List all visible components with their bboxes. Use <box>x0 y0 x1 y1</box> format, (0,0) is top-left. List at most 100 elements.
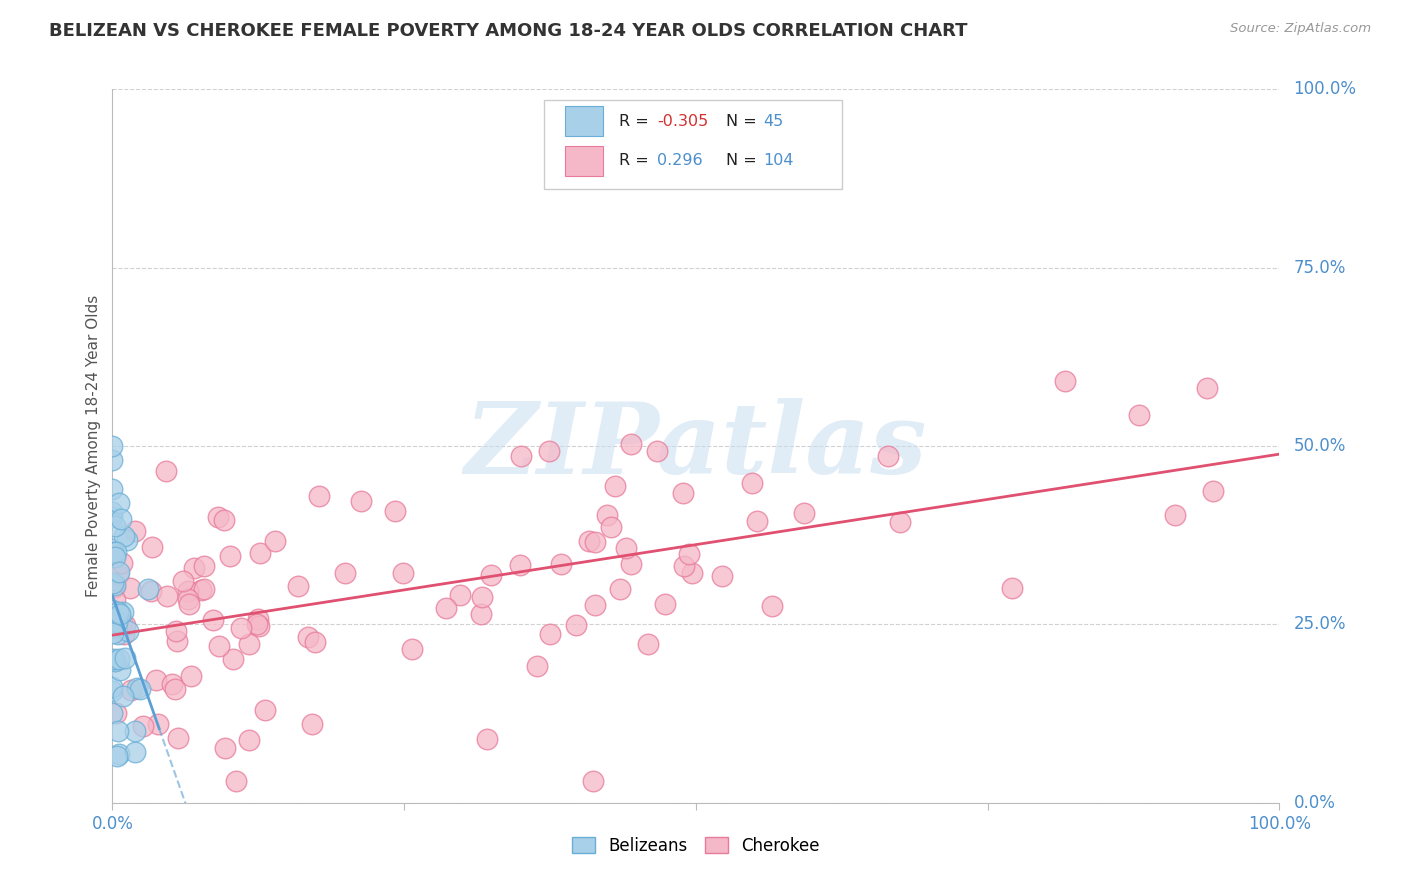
Point <box>297 630 319 644</box>
Point <box>111 556 134 570</box>
Point <box>101 626 124 640</box>
Point <box>101 541 124 556</box>
Point <box>114 529 136 543</box>
Text: 50.0%: 50.0% <box>1294 437 1346 455</box>
Point <box>246 616 269 631</box>
Point <box>156 589 179 603</box>
Point <box>177 583 200 598</box>
Point <box>333 566 356 581</box>
Point <box>101 439 124 453</box>
Point <box>254 703 277 717</box>
Text: Source: ZipAtlas.com: Source: ZipAtlas.com <box>1230 22 1371 36</box>
Point <box>249 546 271 560</box>
Point <box>620 557 643 571</box>
Point <box>509 558 531 572</box>
Point <box>103 652 125 666</box>
Point <box>449 588 471 602</box>
Point <box>877 449 900 463</box>
Point <box>637 638 659 652</box>
Point <box>238 637 260 651</box>
Point <box>470 607 492 621</box>
Point <box>222 651 245 665</box>
Point <box>120 582 142 596</box>
Point <box>509 449 531 463</box>
Text: 104: 104 <box>763 153 794 169</box>
Point <box>681 566 703 580</box>
Point <box>136 582 159 596</box>
Point <box>647 443 669 458</box>
Point <box>141 540 163 554</box>
Point <box>247 619 270 633</box>
Point <box>761 599 783 614</box>
Point <box>287 580 309 594</box>
Point <box>263 534 285 549</box>
Point <box>747 514 769 528</box>
Point <box>101 482 124 496</box>
Point <box>172 574 194 588</box>
Point <box>207 510 229 524</box>
Point <box>208 639 231 653</box>
Point <box>177 591 200 606</box>
Point <box>301 716 323 731</box>
Point <box>101 683 124 698</box>
Legend: Belizeans, Cherokee: Belizeans, Cherokee <box>572 837 820 855</box>
Point <box>146 717 169 731</box>
Point <box>214 741 236 756</box>
Text: 75.0%: 75.0% <box>1294 259 1346 277</box>
Point <box>117 624 139 639</box>
Point <box>108 652 131 666</box>
Point <box>218 549 240 564</box>
Point <box>672 486 695 500</box>
Point <box>583 598 606 612</box>
Point <box>391 566 413 581</box>
Point <box>673 559 696 574</box>
Point <box>193 582 215 597</box>
Point <box>104 545 127 559</box>
Text: 45: 45 <box>763 114 785 128</box>
Point <box>225 774 247 789</box>
Point <box>115 533 138 547</box>
Point <box>101 621 124 635</box>
Point <box>401 642 423 657</box>
Point <box>162 677 184 691</box>
Point <box>190 582 212 597</box>
Point <box>384 504 406 518</box>
Text: -0.305: -0.305 <box>658 114 709 128</box>
Point <box>603 479 626 493</box>
Point <box>583 534 606 549</box>
Text: R =: R = <box>619 114 654 128</box>
Point <box>434 600 457 615</box>
Point <box>114 618 136 632</box>
Point <box>101 575 124 590</box>
Text: 25.0%: 25.0% <box>1294 615 1346 633</box>
Point <box>104 592 127 607</box>
Point <box>101 545 124 559</box>
Text: 0.0%: 0.0% <box>1294 794 1336 812</box>
Text: 100.0%: 100.0% <box>1294 80 1357 98</box>
Point <box>231 621 253 635</box>
Point <box>108 496 131 510</box>
Point <box>183 560 205 574</box>
Point <box>537 444 560 458</box>
Text: N =: N = <box>727 114 762 128</box>
Point <box>193 559 215 574</box>
Point <box>1164 508 1187 522</box>
Point <box>101 510 124 524</box>
Point <box>582 774 605 789</box>
Point <box>112 627 135 641</box>
Point <box>741 475 763 490</box>
Point <box>101 505 124 519</box>
Point <box>614 541 637 555</box>
Point <box>103 620 125 634</box>
Point <box>107 627 129 641</box>
Point <box>101 653 124 667</box>
Point <box>165 682 187 697</box>
Point <box>1053 374 1076 388</box>
Point <box>124 745 146 759</box>
Point <box>107 605 129 619</box>
Point <box>107 723 129 738</box>
Point <box>104 549 127 564</box>
Point <box>120 683 142 698</box>
Point <box>105 748 128 763</box>
Point <box>114 650 136 665</box>
